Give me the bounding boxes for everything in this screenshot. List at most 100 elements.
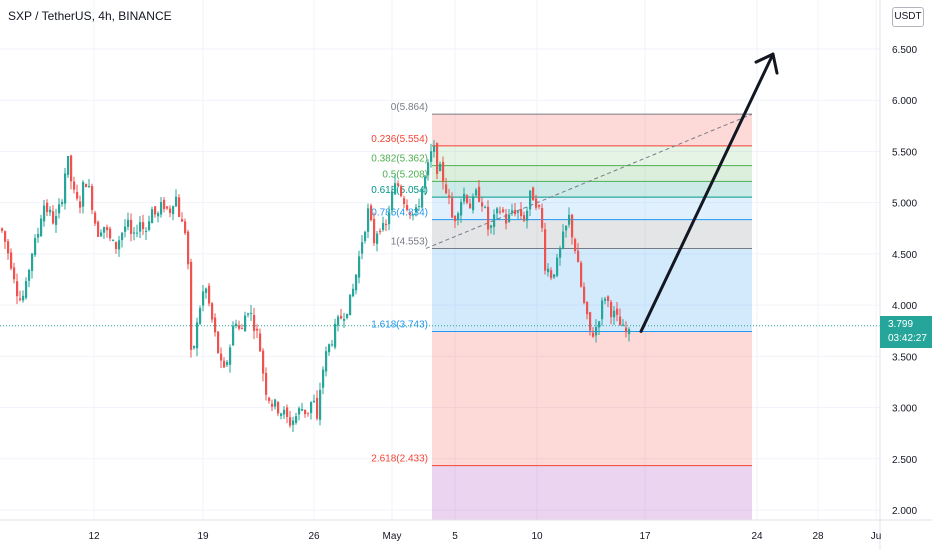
candle-body bbox=[298, 408, 301, 415]
candle-body bbox=[208, 285, 211, 304]
candle-body bbox=[508, 214, 511, 222]
candle-body bbox=[619, 316, 622, 326]
candle-body bbox=[334, 323, 337, 348]
candle-body bbox=[592, 332, 595, 337]
candle-body bbox=[436, 143, 439, 174]
candle-body bbox=[466, 195, 469, 203]
candle-body bbox=[505, 214, 508, 224]
candle-body bbox=[85, 184, 88, 188]
candle-body bbox=[628, 329, 631, 335]
candle-body bbox=[382, 223, 385, 230]
candle-body bbox=[607, 296, 610, 302]
candle-body bbox=[343, 318, 346, 321]
candle-body bbox=[118, 240, 121, 250]
candle-body bbox=[625, 327, 628, 333]
candle-body bbox=[232, 325, 235, 346]
candle-body bbox=[127, 219, 130, 227]
fib-level-label: 1(4.553) bbox=[391, 236, 428, 247]
candle-body bbox=[229, 347, 232, 365]
candle-body bbox=[190, 261, 193, 350]
candle-body bbox=[319, 389, 322, 420]
x-tick-label: 12 bbox=[88, 531, 100, 542]
candle-body bbox=[121, 232, 124, 241]
candle-body bbox=[82, 181, 85, 207]
currency-button[interactable]: USDT bbox=[892, 7, 924, 27]
y-tick-label: 3.500 bbox=[892, 352, 917, 363]
candle-body bbox=[502, 209, 505, 212]
y-tick-label: 2.000 bbox=[892, 506, 917, 517]
candle-body bbox=[310, 401, 313, 414]
candle-body bbox=[340, 315, 343, 319]
candle-body bbox=[562, 231, 565, 249]
candle-body bbox=[289, 417, 292, 426]
last-price-badge: 3.799 03:42:27 bbox=[880, 316, 932, 348]
candle-body bbox=[46, 202, 49, 213]
candle-body bbox=[163, 199, 166, 209]
fib-level-label: 0.382(5.362) bbox=[371, 154, 428, 165]
price-axis[interactable]: 2.000 2.500 3.000 3.500 4.000 4.500 5.000 5.500… bbox=[879, 0, 917, 550]
candle-body bbox=[211, 303, 214, 320]
fib-zone bbox=[432, 165, 752, 182]
candle-body bbox=[112, 239, 115, 241]
fib-level-label: 0.236(5.554) bbox=[371, 134, 428, 145]
candle-body bbox=[148, 221, 151, 231]
candle-body bbox=[301, 409, 304, 411]
candle-body bbox=[31, 253, 34, 271]
candle-body bbox=[439, 163, 442, 171]
candle-body bbox=[538, 205, 541, 207]
candle-body bbox=[532, 187, 535, 201]
candle-body bbox=[394, 183, 397, 195]
candle-body bbox=[352, 288, 355, 297]
candle-body bbox=[511, 210, 514, 213]
candle-body bbox=[277, 402, 280, 414]
y-tick-label: 4.500 bbox=[892, 250, 917, 261]
candle-body bbox=[478, 186, 481, 202]
candle-body bbox=[499, 211, 502, 213]
candle-body bbox=[388, 212, 391, 225]
fibonacci-retracement[interactable]: 0(5.864) 0.236(5.554) 0.382(5.362) 0.5(5.20… bbox=[371, 102, 753, 520]
candle-body bbox=[256, 328, 259, 331]
x-tick-label: 5 bbox=[452, 531, 458, 542]
candle-body bbox=[244, 315, 247, 332]
candle-body bbox=[517, 211, 520, 213]
candle-body bbox=[430, 151, 433, 162]
candle-body bbox=[196, 322, 199, 349]
x-tick-label: May bbox=[383, 531, 402, 542]
candle-body bbox=[415, 207, 418, 213]
candle-body bbox=[313, 400, 316, 403]
candle-body bbox=[103, 226, 106, 233]
candle-body bbox=[331, 344, 334, 346]
candle-body bbox=[601, 300, 604, 320]
candle-body bbox=[385, 223, 388, 225]
candle-body bbox=[376, 233, 379, 244]
last-price: 3.799 bbox=[888, 319, 914, 330]
candle-body bbox=[583, 286, 586, 303]
candle-body bbox=[265, 372, 268, 395]
candle-body bbox=[133, 232, 136, 234]
candle-body bbox=[19, 298, 22, 300]
candle-body bbox=[34, 238, 37, 256]
candle-body bbox=[43, 205, 46, 222]
candle-body bbox=[337, 316, 340, 326]
candle-body bbox=[247, 313, 250, 315]
candle-body bbox=[556, 257, 559, 276]
x-tick-label: 24 bbox=[751, 531, 763, 542]
candle-body bbox=[622, 324, 625, 326]
candle-body bbox=[463, 193, 466, 202]
candle-body bbox=[358, 256, 361, 278]
candlestick-series bbox=[1, 140, 631, 433]
time-axis[interactable]: 12 19 26 May 5 10 17 24 28 Ju bbox=[0, 519, 932, 542]
candle-body bbox=[325, 351, 328, 372]
candle-body bbox=[226, 361, 229, 365]
candle-body bbox=[235, 323, 238, 326]
fib-zone bbox=[432, 248, 752, 332]
candle-body bbox=[115, 241, 118, 250]
candle-body bbox=[520, 208, 523, 217]
candle-body bbox=[451, 197, 454, 218]
candle-body bbox=[349, 294, 352, 316]
fib-zone-extension bbox=[432, 465, 752, 520]
candle-body bbox=[76, 191, 79, 199]
y-tick-label: 4.000 bbox=[892, 301, 917, 312]
candle-body bbox=[142, 222, 145, 230]
